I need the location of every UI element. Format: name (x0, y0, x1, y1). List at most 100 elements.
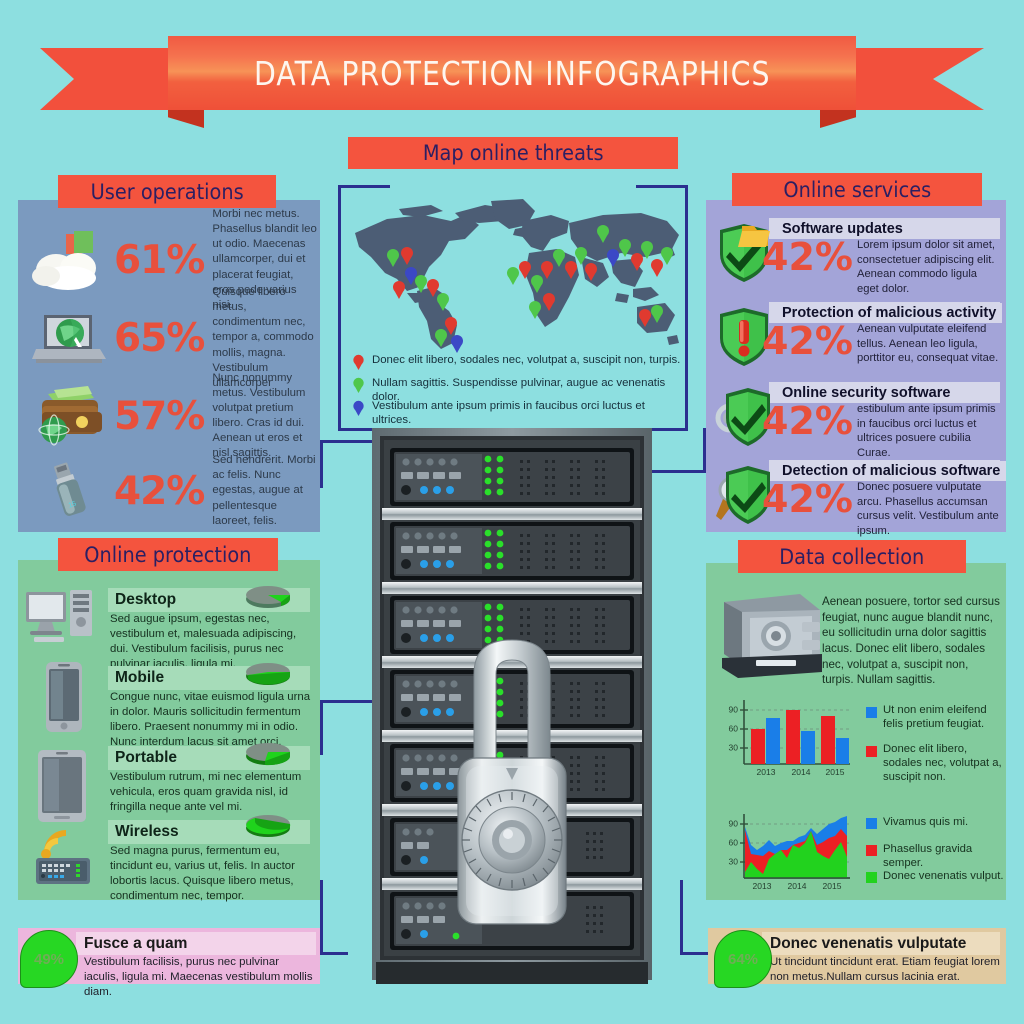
shield-folder-icon (720, 224, 770, 282)
shield-magnifier-icon (716, 466, 770, 524)
mobile-phone-icon (46, 662, 82, 732)
legend-label-area-red: Phasellus gravida semper. (883, 843, 973, 870)
cloud-upload-icon (32, 231, 96, 290)
connector-map-left-stem (338, 185, 341, 430)
banner-right-title-bar: Donec venenatis vulputate (762, 932, 1000, 955)
safe-vault-icon (722, 594, 822, 678)
banner-left-title-bar: Fusce a quam (76, 932, 316, 955)
connector-map-left-foot (338, 428, 378, 431)
connector-right-upper (648, 470, 706, 473)
user-operation-percent: 61% (114, 237, 205, 283)
pie-chart-portable (246, 743, 291, 766)
legend-swatch-area-red (866, 845, 877, 856)
tab-online-protection[interactable]: Online protection (58, 538, 278, 571)
online-service-text: Donec posuere vulputate arcu. Phasellus … (857, 481, 999, 537)
svg-text:60: 60 (729, 724, 739, 734)
ribbon-fold-left (168, 110, 204, 128)
online-service-title: Software updates (776, 219, 909, 239)
user-operation-percent: 57% (114, 393, 205, 439)
usb-flash-drive-icon: 15 (54, 462, 86, 516)
tab-online-protection-label: Online protection (84, 542, 252, 567)
online-service-percent: 42% (762, 235, 853, 279)
map-legend-text: Nullam sagittis. Suspendisse pulvinar, a… (372, 377, 666, 403)
page-title: DATA PROTECTION INFOGRAPHICS (253, 53, 771, 93)
pie-chart-wireless (246, 815, 291, 837)
online-service-row: Software updates 42% Lorem ipsum dolor s… (714, 216, 1000, 295)
map-pin-red-icon (353, 354, 364, 370)
connector-left-upper (320, 440, 378, 443)
user-operation-text: Nunc nonummy metus. Vestibulum volutpat … (212, 371, 306, 460)
svg-text:60: 60 (729, 838, 739, 848)
svg-text:90: 90 (729, 705, 739, 715)
connector-left-upper-stem (320, 440, 323, 488)
online-service-title: Online security software (776, 383, 957, 403)
server-rack-with-padlock (370, 428, 654, 988)
banner-left-text: Vestibulum facilisis, purus nec pulvinar… (84, 956, 313, 999)
tab-user-operations-label: User operations (90, 179, 244, 204)
online-service-percent: 42% (762, 319, 853, 363)
padlock-icon (457, 639, 567, 925)
svg-text:2013: 2013 (753, 881, 772, 891)
svg-text:30: 30 (729, 743, 739, 753)
tab-online-services-label: Online services (783, 177, 931, 202)
server-rack-icon (372, 428, 652, 984)
legend-swatch-area-green (866, 872, 877, 883)
desktop-computer-icon (26, 590, 92, 642)
tablet-device-icon (38, 750, 86, 822)
svg-text:90: 90 (729, 819, 739, 829)
legend-label-bar-red: Donec elit libero, sodales nec, volutpat… (883, 743, 1002, 784)
map-legend-item: Nullam sagittis. Suspendisse pulvinar, a… (352, 377, 682, 404)
online-service-percent: 42% (762, 399, 853, 443)
online-service-row: Protection of malicious activity 42% Aen… (714, 300, 1003, 378)
tab-user-operations[interactable]: User operations (58, 175, 276, 208)
legend-swatch-bar-blue (866, 707, 877, 718)
tab-data-collection[interactable]: Data collection (738, 540, 966, 573)
legend-swatch-area-blue (866, 818, 877, 829)
user-operation-percent: 42% (114, 468, 205, 514)
user-operation-row: 61% Morbi nec metus. Phasellus blandit l… (30, 208, 318, 311)
online-service-percent: 42% (762, 477, 853, 521)
user-operation-row: 57% Nunc nonummy metus. Vestibulum volut… (30, 372, 318, 459)
map-pin-green-icon (353, 377, 364, 393)
user-operation-text: Quisque libero metus, condimentum nec, t… (212, 285, 314, 389)
pie-chart-mobile (246, 663, 290, 685)
tab-map-label: Map online threats (422, 141, 604, 165)
legend-label-bar-blue: Ut non enim eleifend felis pretium feugi… (883, 704, 987, 731)
online-protection-text: Vestibulum rutrum, mi nec elementum vehi… (110, 771, 302, 814)
world-threat-map (355, 199, 679, 353)
connector-banner-left (320, 952, 348, 955)
user-operation-percent: 65% (114, 315, 205, 361)
banner-right-percent: 64% (727, 950, 759, 968)
legend-label-area-blue: Vivamus quis mi. (883, 816, 969, 828)
map-pin-cluster (387, 225, 673, 353)
wireless-router-icon (36, 830, 90, 884)
ribbon-fold-right (820, 110, 856, 128)
svg-text:30: 30 (729, 857, 739, 867)
svg-text:2014: 2014 (788, 881, 807, 891)
legend-swatch-bar-red (866, 746, 877, 757)
banner-right-title: Donec venenatis vulputate (770, 934, 967, 952)
banner-left-title: Fusce a quam (84, 934, 188, 952)
banner-left-percent: 49% (33, 950, 65, 968)
tab-map-online-threats[interactable]: Map online threats (348, 137, 678, 169)
user-operation-text: Sed hendrerit. Morbi ac felis. Nunc eges… (212, 454, 316, 527)
tab-online-services[interactable]: Online services (732, 173, 982, 206)
online-service-text: Aenean vulputate eleifend tellus. Aenean… (857, 323, 999, 365)
legend-label-area-green: Donec venenatis vulput. (883, 870, 1004, 882)
title-ribbon: DATA PROTECTION INFOGRAPHICS (40, 36, 984, 128)
connector-left-lower-stem (320, 700, 323, 755)
map-legend-item: Donec elit libero, sodales nec, volutpat… (352, 354, 682, 371)
connector-banner-right-stem (680, 880, 683, 955)
svg-text:15: 15 (68, 501, 78, 510)
ribbon-tail-right (834, 48, 984, 110)
svg-text:2013: 2013 (757, 767, 776, 777)
user-operation-row: 65% Quisque libero metus, condimentum ne… (30, 286, 318, 389)
user-operation-row: 15 42% Sed hendrerit. Morbi ac felis. Nu… (30, 454, 318, 527)
laptop-globe-icon (32, 315, 106, 363)
banner-right-text: Ut tincidunt tincidunt erat. Etiam feugi… (770, 956, 1000, 984)
connector-map-right-foot (648, 428, 688, 431)
title-banner: DATA PROTECTION INFOGRAPHICS (168, 36, 856, 110)
svg-text:2015: 2015 (823, 881, 842, 891)
online-protection-title: Portable (115, 749, 178, 766)
